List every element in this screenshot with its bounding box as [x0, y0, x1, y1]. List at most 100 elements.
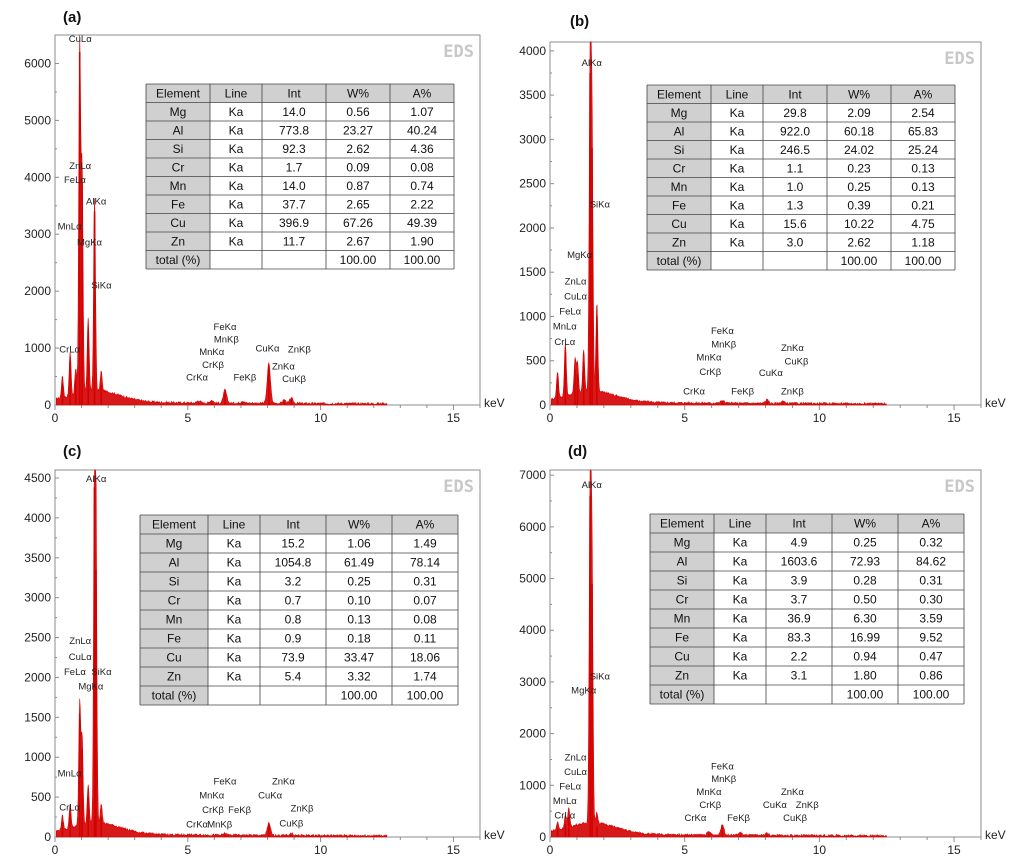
- y-tick-label: 3000: [24, 591, 51, 605]
- peak-label: CuKβ: [282, 374, 306, 385]
- peak-label: ZnKα: [272, 776, 295, 787]
- table-cell: 84.62: [916, 555, 946, 569]
- y-tick-label: 3000: [519, 132, 546, 146]
- table-cell: 10.22: [844, 217, 874, 231]
- spectrum-trace: [56, 469, 388, 838]
- peak-label: MgKα: [571, 685, 597, 696]
- table-cell: Fe: [675, 631, 689, 645]
- peak-label: FeKβ: [228, 805, 251, 816]
- table-element-col-bg: [647, 103, 711, 270]
- table-cell: 16.99: [850, 631, 880, 645]
- table-cell: 37.7: [282, 197, 306, 211]
- table-cell: Ka: [229, 197, 244, 211]
- y-tick-label: 1000: [519, 309, 546, 323]
- table-cell: 36.9: [787, 612, 811, 626]
- x-tick-label: 5: [681, 411, 688, 425]
- table-cell: Si: [677, 574, 688, 588]
- table-cell: 3.7: [791, 593, 808, 607]
- table-cell: Mn: [671, 180, 688, 194]
- composition-table: Element Line Int W% A% Mg Ka 29.8 2.09 2.54 Al Ka 92…: [646, 84, 956, 271]
- eds-panel-b: (b) EDS 0 500 1000 1500 2000 2500 3000 3500 4000 0 5…: [519, 13, 1005, 425]
- table-cell: Cu: [674, 650, 689, 664]
- table-cell: total (%): [660, 688, 705, 702]
- table-cell: 100.00: [841, 254, 878, 268]
- peak-label: CrKα: [685, 813, 707, 824]
- peak-label: SiKα: [91, 280, 112, 291]
- y-tick-label: 4000: [519, 44, 546, 58]
- peak-label: CrKα: [683, 386, 705, 397]
- panel-label: (c): [63, 443, 81, 460]
- table-header-bg: [650, 514, 964, 533]
- table-cell: Ka: [730, 161, 745, 175]
- peak-label: CrLα: [59, 345, 80, 356]
- table-cell: Zn: [171, 234, 185, 248]
- table-cell: 3.59: [919, 612, 943, 626]
- table-cell: Cr: [673, 161, 686, 175]
- table-header-cell: Element: [156, 86, 201, 100]
- y-tick-label: 6000: [519, 520, 546, 534]
- table-cell: 1603.6: [781, 555, 818, 569]
- table-header-cell: Element: [657, 87, 702, 101]
- table-cell: 65.83: [908, 124, 938, 138]
- peak-label: CuLα: [564, 292, 587, 303]
- table-cell: Ka: [733, 555, 748, 569]
- table-cell: 2.62: [847, 235, 871, 249]
- table-cell: 61.49: [344, 556, 374, 570]
- table-cell: 92.3: [282, 142, 306, 156]
- table-cell: Al: [677, 555, 688, 569]
- x-tick-label: 15: [947, 843, 961, 857]
- peak-label: ZnKβ: [291, 803, 314, 814]
- table-cell: Ka: [227, 556, 242, 570]
- eds-watermark: EDS: [944, 477, 975, 497]
- peak-label: FeKβ: [731, 386, 754, 397]
- table-cell: total (%): [156, 253, 201, 267]
- composition-table: Element Line Int W% A% Mg Ka 15.2 1.06 1.49 Al Ka 10…: [139, 514, 459, 706]
- table-cell: 0.30: [919, 593, 943, 607]
- table-element-col-bg: [140, 534, 208, 705]
- x-tick-label: 0: [52, 843, 59, 857]
- table-cell: Cu: [170, 216, 185, 230]
- panel-label: (a): [63, 9, 81, 26]
- table-cell: 0.13: [347, 613, 371, 627]
- table-cell: 60.18: [844, 124, 874, 138]
- table-cell: 33.47: [344, 651, 374, 665]
- peak-label: MnLα: [58, 222, 82, 233]
- y-tick-label: 500: [31, 790, 51, 804]
- x-tick-label: 15: [447, 843, 461, 857]
- table-element-col-bg: [650, 533, 714, 704]
- table-cell: Ka: [730, 180, 745, 194]
- table-cell: 1.07: [410, 105, 434, 119]
- spectrum-trace: [551, 469, 887, 838]
- table-header-cell: Int: [788, 87, 802, 101]
- y-tick-label: 3000: [24, 227, 51, 241]
- table-cell: 0.31: [413, 575, 437, 589]
- y-tick-label: 5000: [24, 113, 51, 127]
- table-cell: 2.65: [346, 197, 370, 211]
- table-cell: 23.27: [343, 123, 373, 137]
- spectrum-trace: [56, 34, 388, 406]
- peak-label: CrLα: [554, 810, 575, 821]
- table-cell: Cr: [168, 594, 181, 608]
- table-cell: 0.74: [410, 179, 434, 193]
- table-cell: 72.93: [850, 555, 880, 569]
- peak-label: FeLα: [559, 307, 581, 318]
- peak-label: CrLα: [59, 803, 80, 814]
- peak-label: ZnKα: [272, 362, 295, 373]
- table-cell: Al: [173, 123, 184, 137]
- table-cell: Zn: [167, 670, 181, 684]
- table-cell: Fe: [171, 197, 185, 211]
- table-cell: 1.90: [410, 234, 434, 248]
- peak-label: MnKα: [696, 353, 722, 364]
- table-cell: 2.67: [346, 234, 370, 248]
- table-cell: 2.2: [791, 650, 808, 664]
- table-cell: 396.9: [279, 216, 309, 230]
- table-cell: Cr: [172, 160, 185, 174]
- peak-label: ZnKβ: [781, 386, 804, 397]
- table-cell: Al: [169, 556, 180, 570]
- table-cell: 0.39: [847, 198, 871, 212]
- table-cell: 246.5: [780, 143, 810, 157]
- panel-label: (b): [570, 13, 589, 30]
- table-cell: 0.50: [853, 593, 877, 607]
- peak-label: SiKα: [91, 667, 112, 678]
- table-cell: Cu: [166, 651, 181, 665]
